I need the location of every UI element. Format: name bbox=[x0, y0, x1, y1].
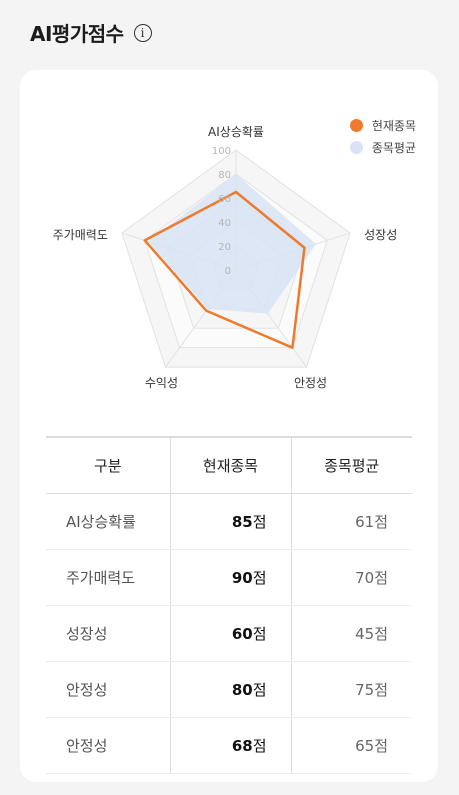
row-current-score: 85점 bbox=[169, 493, 291, 550]
header-category: 구분 bbox=[46, 436, 170, 494]
series-area-average bbox=[148, 174, 316, 314]
current-unit: 점 bbox=[252, 625, 267, 643]
current-unit: 점 bbox=[252, 569, 267, 587]
axis-label: 수익성 bbox=[145, 376, 178, 390]
table-row: 안정성 68점 65점 bbox=[46, 717, 412, 774]
header-current: 현재종목 bbox=[169, 436, 291, 494]
current-unit: 점 bbox=[252, 513, 267, 531]
row-label: 주가매력도 bbox=[46, 549, 170, 606]
legend-item-average: 종목평균 bbox=[349, 136, 416, 158]
rtick-label: 60 bbox=[218, 194, 231, 205]
current-unit: 점 bbox=[252, 681, 267, 699]
current-unit: 점 bbox=[252, 737, 267, 755]
section-header: AI평가점수 i bbox=[30, 18, 152, 47]
current-value: 80 bbox=[231, 681, 253, 699]
table-row: 안정성 80점 75점 bbox=[46, 661, 412, 718]
row-average-score: 70점 bbox=[290, 549, 412, 606]
row-average-score: 61점 bbox=[290, 493, 412, 550]
legend-label-average: 종목평균 bbox=[371, 140, 416, 155]
axis-label: 주가매력도 bbox=[53, 228, 108, 242]
table-header-row: 구분 현재종목 종목평균 bbox=[46, 436, 412, 494]
row-label: AI상승확률 bbox=[46, 493, 170, 550]
legend-swatch-average bbox=[349, 140, 363, 154]
table-row: 주가매력도 90점 70점 bbox=[46, 549, 412, 606]
row-average-score: 65점 bbox=[290, 717, 412, 774]
row-label: 안정성 bbox=[46, 717, 170, 774]
axis-label: 안정성 bbox=[294, 376, 327, 390]
rtick-label: 40 bbox=[218, 218, 231, 229]
row-label: 안정성 bbox=[46, 661, 170, 718]
row-current-score: 80점 bbox=[169, 661, 291, 718]
rtick-label: 20 bbox=[218, 242, 231, 253]
header-average: 종목평균 bbox=[290, 436, 412, 494]
section-title: AI평가점수 bbox=[30, 22, 124, 46]
row-current-score: 60점 bbox=[169, 605, 291, 662]
row-average-score: 75점 bbox=[290, 661, 412, 718]
rtick-label: 80 bbox=[218, 170, 231, 181]
current-value: 85 bbox=[231, 513, 253, 531]
legend-item-current: 현재종목 bbox=[349, 114, 416, 136]
rtick-label: 0 bbox=[225, 266, 231, 277]
axis-label: 성장성 bbox=[364, 228, 397, 242]
current-value: 60 bbox=[231, 625, 253, 643]
legend-swatch-current bbox=[349, 118, 363, 132]
score-card: 0 20 40 60 80 100 AI상승확률 성장성 안정성 수익성 주가매력도 현재종목 종목… bbox=[20, 70, 438, 782]
table-row: AI상승확률 85점 61점 bbox=[46, 493, 412, 550]
row-average-score: 45점 bbox=[290, 605, 412, 662]
table-row: 성장성 60점 45점 bbox=[46, 605, 412, 662]
legend-label-current: 현재종목 bbox=[371, 118, 416, 133]
row-label: 성장성 bbox=[46, 605, 170, 662]
row-current-score: 90점 bbox=[169, 549, 291, 606]
row-current-score: 68점 bbox=[169, 717, 291, 774]
score-table: 구분 현재종목 종목평균 AI상승확률 85점 61점 주가매력도 90점 70… bbox=[46, 436, 412, 774]
axis-label: AI상승확률 bbox=[208, 125, 264, 139]
rtick-label: 100 bbox=[212, 146, 231, 157]
current-value: 90 bbox=[231, 569, 253, 587]
chart-legend: 현재종목 종목평균 bbox=[349, 114, 416, 158]
info-icon[interactable]: i bbox=[133, 23, 152, 42]
series-line-current bbox=[143, 190, 306, 349]
current-value: 68 bbox=[231, 737, 253, 755]
